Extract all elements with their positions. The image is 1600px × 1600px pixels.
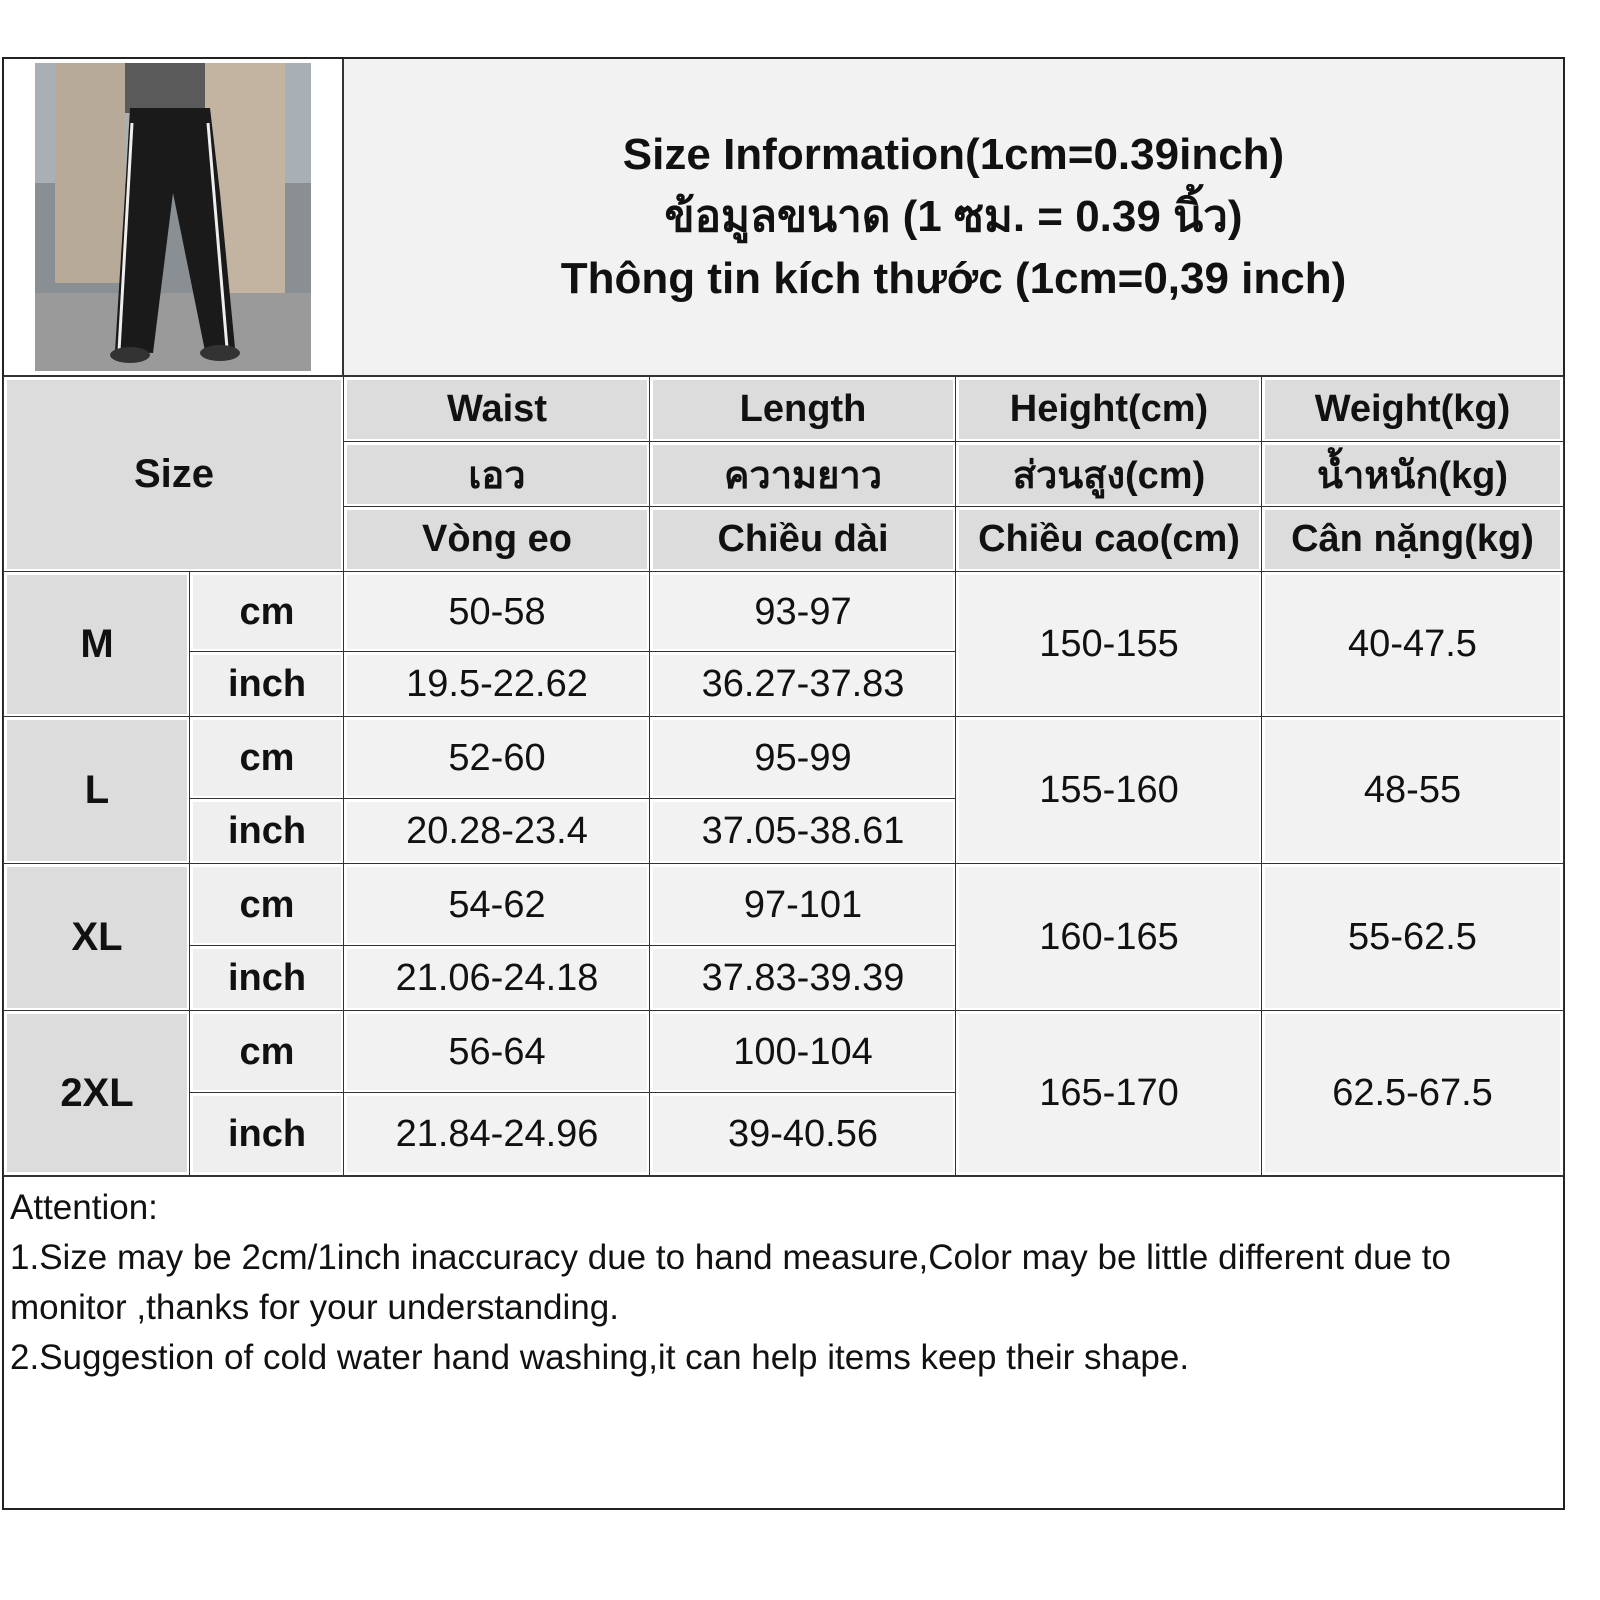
unit-inch: inch xyxy=(189,798,345,865)
size-label: M xyxy=(3,571,191,718)
weight-range: 40-47.5 xyxy=(1261,571,1564,718)
column-header-en: Height(cm) xyxy=(955,376,1263,443)
length-inch: 39-40.56 xyxy=(649,1092,957,1176)
column-header-en: Waist xyxy=(343,376,651,443)
size-header: Size xyxy=(3,376,345,573)
waist-inch: 19.5-22.62 xyxy=(343,651,651,718)
size-label: 2XL xyxy=(3,1010,191,1176)
size-chart: Size Information(1cm=0.39inch) ข้อมูลขนา… xyxy=(2,57,1565,1510)
length-inch: 36.27-37.83 xyxy=(649,651,957,718)
unit-cm: cm xyxy=(189,716,345,800)
length-cm: 93-97 xyxy=(649,571,957,653)
length-cm: 100-104 xyxy=(649,1010,957,1094)
attention-note-1: 1.Size may be 2cm/1inch inaccuracy due t… xyxy=(10,1238,1451,1327)
waist-cm: 56-64 xyxy=(343,1010,651,1094)
waist-inch: 21.84-24.96 xyxy=(343,1092,651,1176)
unit-cm: cm xyxy=(189,863,345,947)
column-header-vi: Chiều dài xyxy=(649,506,957,573)
column-header-en: Length xyxy=(649,376,957,443)
waist-cm: 54-62 xyxy=(343,863,651,947)
column-header-en: Weight(kg) xyxy=(1261,376,1564,443)
height-range: 165-170 xyxy=(955,1010,1263,1176)
size-label: XL xyxy=(3,863,191,1012)
column-header-vi: Chiều cao(cm) xyxy=(955,506,1263,573)
waist-inch: 21.06-24.18 xyxy=(343,945,651,1012)
weight-range: 62.5-67.5 xyxy=(1261,1010,1564,1176)
waist-inch: 20.28-23.4 xyxy=(343,798,651,865)
length-inch: 37.83-39.39 xyxy=(649,945,957,1012)
title-thai: ข้อมูลขนาด (1 ซม. = 0.39 นิ้ว) xyxy=(664,192,1243,241)
unit-inch: inch xyxy=(189,1092,345,1176)
wide-leg-pants-photo xyxy=(35,63,311,371)
unit-cm: cm xyxy=(189,571,345,653)
weight-range: 48-55 xyxy=(1261,716,1564,865)
title-vietnamese: Thông tin kích thước (1cm=0,39 inch) xyxy=(560,254,1347,303)
waist-cm: 50-58 xyxy=(343,571,651,653)
length-cm: 95-99 xyxy=(649,716,957,800)
column-header-th: ความยาว xyxy=(649,441,957,508)
column-header-th: เอว xyxy=(343,441,651,508)
title-english: Size Information(1cm=0.39inch) xyxy=(622,130,1285,179)
unit-inch: inch xyxy=(189,945,345,1012)
attention-note-2: 2.Suggestion of cold water hand washing,… xyxy=(10,1338,1190,1377)
size-label: L xyxy=(3,716,191,865)
size-info-title: Size Information(1cm=0.39inch) ข้อมูลขนา… xyxy=(344,59,1563,377)
product-photo xyxy=(4,59,344,377)
weight-range: 55-62.5 xyxy=(1261,863,1564,1012)
attention-heading: Attention: xyxy=(10,1188,158,1227)
length-inch: 37.05-38.61 xyxy=(649,798,957,865)
length-cm: 97-101 xyxy=(649,863,957,947)
column-header-vi: Cân nặng(kg) xyxy=(1261,506,1564,573)
height-range: 155-160 xyxy=(955,716,1263,865)
height-range: 160-165 xyxy=(955,863,1263,1012)
unit-inch: inch xyxy=(189,651,345,718)
attention-notes: Attention: 1.Size may be 2cm/1inch inacc… xyxy=(4,1175,1563,1508)
waist-cm: 52-60 xyxy=(343,716,651,800)
column-header-vi: Vòng eo xyxy=(343,506,651,573)
unit-cm: cm xyxy=(189,1010,345,1094)
height-range: 150-155 xyxy=(955,571,1263,718)
column-header-th: ส่วนสูง(cm) xyxy=(955,441,1263,508)
column-header-th: น้ำหนัก(kg) xyxy=(1261,441,1564,508)
